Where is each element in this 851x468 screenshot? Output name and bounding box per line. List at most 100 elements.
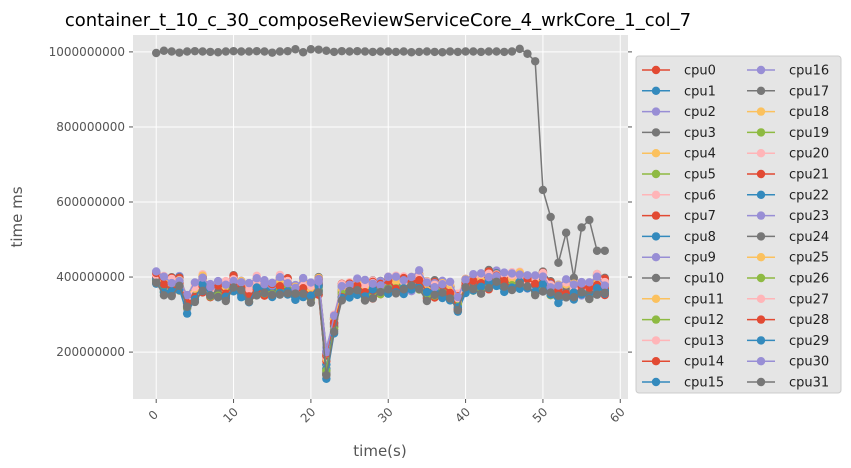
data-point-cpu31 — [244, 297, 254, 307]
legend-marker — [651, 149, 661, 158]
legend-marker — [651, 357, 661, 366]
data-point-cpu30 — [190, 278, 200, 287]
data-point-cpu30 — [345, 280, 354, 289]
data-point-cpu17 — [507, 47, 517, 56]
data-point-cpu30 — [229, 276, 238, 286]
data-point-cpu31 — [461, 283, 470, 292]
legend-item-cpu28: cpu28 — [747, 313, 829, 328]
data-point-cpu29 — [554, 298, 563, 308]
data-point-cpu17 — [237, 47, 246, 56]
data-point-cpu31 — [298, 289, 308, 298]
data-point-cpu17 — [260, 47, 269, 56]
legend-item-cpu17: cpu17 — [747, 84, 829, 99]
data-point-cpu31 — [414, 284, 424, 294]
data-point-cpu29 — [237, 293, 246, 302]
data-point-cpu17 — [585, 215, 594, 225]
data-point-cpu30 — [414, 266, 424, 275]
plot-area — [133, 35, 628, 399]
legend-label: cpu15 — [684, 376, 724, 391]
series-cpu30 — [152, 266, 609, 357]
legend-label: cpu19 — [789, 126, 829, 141]
data-point-cpu30 — [252, 274, 261, 283]
data-point-cpu31 — [314, 288, 323, 297]
data-point-cpu17 — [538, 185, 548, 195]
data-point-cpu30 — [182, 290, 192, 300]
data-point-cpu17 — [337, 46, 347, 56]
y-tick-label: 600000000 — [56, 195, 125, 209]
data-point-cpu17 — [546, 212, 555, 222]
legend-label: cpu30 — [789, 355, 829, 370]
y-tick-label: 200000000 — [56, 345, 125, 359]
legend-item-cpu12: cpu12 — [642, 313, 724, 328]
data-point-cpu17 — [206, 47, 215, 57]
data-point-cpu17 — [384, 47, 393, 56]
data-point-cpu31 — [167, 291, 176, 301]
legend-label: cpu8 — [684, 230, 716, 245]
legend-marker — [756, 65, 766, 75]
data-point-cpu17 — [414, 47, 424, 57]
data-point-cpu17 — [298, 48, 308, 57]
grid — [133, 35, 628, 399]
legend-marker — [651, 211, 661, 220]
data-point-cpu17 — [152, 48, 161, 58]
data-point-cpu31 — [476, 289, 486, 298]
legend-label: cpu22 — [789, 188, 829, 203]
legend-item-cpu16: cpu16 — [747, 64, 829, 79]
legend-marker — [651, 169, 661, 179]
legend-label: cpu4 — [684, 147, 716, 162]
data-point-cpu31 — [585, 294, 594, 304]
data-point-cpu30 — [268, 278, 277, 288]
data-point-cpu17 — [484, 47, 493, 56]
data-point-cpu30 — [283, 278, 292, 288]
data-point-cpu17 — [577, 223, 586, 232]
legend-item-cpu4: cpu4 — [642, 147, 716, 162]
legend-marker — [651, 294, 661, 303]
data-point-cpu17 — [175, 48, 184, 57]
data-point-cpu17 — [198, 47, 207, 56]
data-point-cpu30 — [561, 275, 571, 284]
data-point-cpu31 — [561, 293, 571, 302]
data-point-cpu30 — [538, 272, 548, 281]
data-point-cpu17 — [275, 47, 285, 56]
series-cpu31 — [152, 277, 609, 380]
data-point-cpu31 — [260, 288, 269, 297]
legend-marker — [756, 190, 766, 199]
legend-box — [635, 55, 842, 394]
data-point-cpu17 — [159, 46, 169, 55]
data-point-cpu29 — [182, 309, 192, 318]
data-point-cpu17 — [438, 48, 447, 57]
data-point-cpu30 — [275, 273, 285, 282]
legend-label: cpu28 — [789, 313, 829, 328]
legend-item-cpu20: cpu20 — [747, 147, 829, 162]
legend-item-cpu6: cpu6 — [642, 188, 716, 203]
data-point-cpu31 — [384, 285, 393, 294]
legend-label: cpu0 — [684, 64, 716, 79]
legend-marker — [756, 377, 766, 387]
data-point-cpu31 — [554, 291, 563, 300]
legend-item-cpu0: cpu0 — [642, 64, 716, 79]
data-point-cpu17 — [376, 47, 385, 56]
legend-label: cpu24 — [789, 230, 829, 245]
legend-item-cpu19: cpu19 — [747, 126, 829, 141]
data-point-cpu29 — [592, 283, 602, 293]
data-point-cpu31 — [221, 296, 231, 306]
legend-label: cpu3 — [684, 126, 716, 141]
data-point-cpu30 — [461, 275, 470, 285]
data-point-cpu31 — [546, 288, 555, 297]
legend-item-cpu11: cpu11 — [642, 292, 724, 307]
legend-item-cpu9: cpu9 — [642, 251, 716, 266]
legend-label: cpu26 — [789, 272, 829, 287]
data-point-cpu30 — [260, 280, 269, 289]
data-point-cpu17 — [500, 47, 509, 57]
data-point-cpu30 — [585, 278, 594, 287]
data-point-cpu17 — [515, 44, 524, 54]
data-point-cpu31 — [577, 288, 586, 297]
data-point-cpu31 — [268, 290, 277, 300]
data-point-cpu30 — [298, 273, 308, 283]
data-point-cpu17 — [461, 47, 470, 56]
data-point-cpu30 — [376, 281, 385, 290]
data-point-cpu31 — [492, 277, 501, 286]
data-point-cpu17 — [399, 47, 408, 56]
legend-marker — [651, 107, 661, 116]
legend-label: cpu25 — [789, 251, 829, 266]
